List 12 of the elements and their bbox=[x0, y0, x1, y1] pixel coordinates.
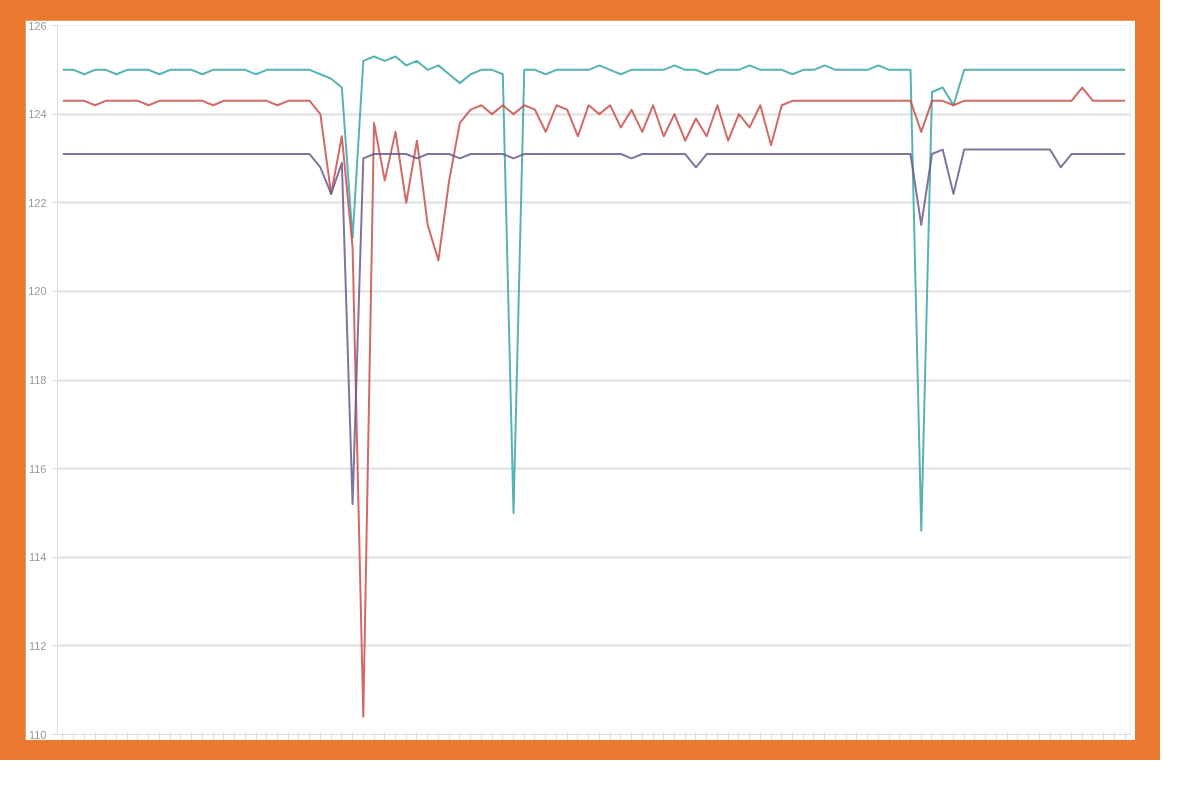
y-tick-label: 118 bbox=[28, 374, 47, 386]
y-tick-label: 116 bbox=[28, 462, 47, 475]
line-series bbox=[61, 55, 1127, 532]
y-tick-label: 112 bbox=[28, 639, 47, 652]
y-tick-label: 122 bbox=[28, 196, 47, 209]
y-tick-label: 124 bbox=[28, 108, 47, 121]
y-tick-label: 114 bbox=[28, 551, 47, 564]
y-tick-label: 120 bbox=[28, 285, 47, 298]
line-series bbox=[61, 148, 1127, 506]
line-series bbox=[61, 86, 1127, 718]
y-tick-label: 126 bbox=[28, 19, 47, 32]
y-tick-label: 110 bbox=[28, 728, 47, 741]
